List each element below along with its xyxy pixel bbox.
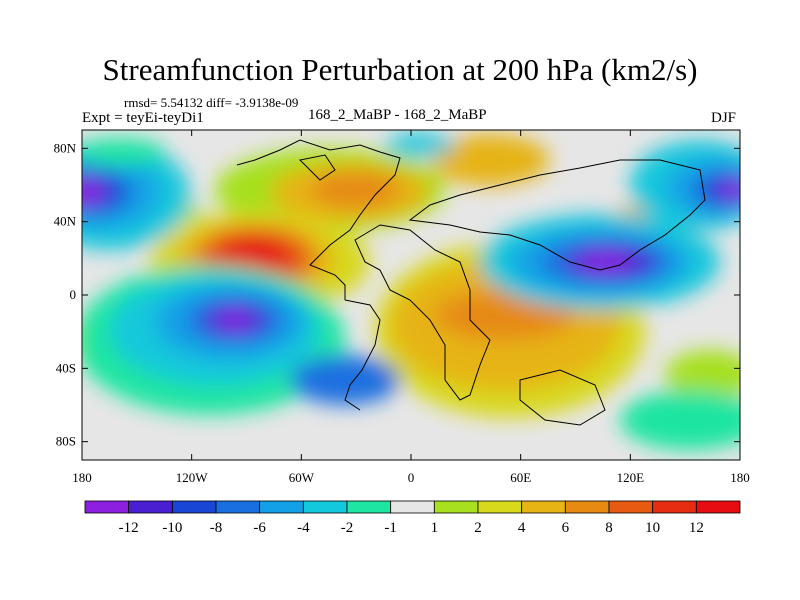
colorbar-label: -4 <box>297 520 310 536</box>
arctic-negative <box>385 133 455 157</box>
x-tick-label: 60E <box>510 470 531 485</box>
y-tick-label: 40N <box>54 214 77 229</box>
colorbar-label: 2 <box>474 520 482 536</box>
colorbar-label: -12 <box>119 520 139 536</box>
colorbar-label: -2 <box>341 520 354 536</box>
colorbar-swatch <box>608 500 654 514</box>
southern-ocean-negative <box>620 390 740 450</box>
south-asia-negative-core <box>577 252 633 272</box>
colorbar-label: 1 <box>431 520 439 536</box>
difference-label: 168_2_MaBP - 168_2_MaBP <box>308 107 487 123</box>
colorbar-swatch <box>695 500 741 514</box>
x-tick-label: 120E <box>617 470 645 485</box>
x-tick-label: 180 <box>72 470 92 485</box>
stats-text: rmsd= 5.54132 diff= -3.9138e-09 <box>124 95 299 110</box>
colorbar-swatch <box>84 500 130 514</box>
colorbar-swatch <box>302 500 348 514</box>
chart-title: Streamfunction Perturbation at 200 hPa (… <box>102 52 698 87</box>
y-tick-label: 80N <box>54 140 77 155</box>
colorbar-swatch <box>390 500 435 514</box>
eurasia-positive <box>430 134 550 186</box>
south-pacific-positive-east <box>665 350 740 400</box>
greenland-coast <box>298 154 336 181</box>
colorbar-label: 8 <box>605 520 613 536</box>
y-tick-label: 0 <box>70 287 77 302</box>
y-tick-label: 40S <box>56 360 76 375</box>
south-atlantic-negative <box>290 355 400 405</box>
x-axis: 180 120W 60W 0 60E 120E 180 <box>72 130 750 485</box>
eurasia-coast <box>408 159 706 271</box>
colorbar-swatch <box>215 500 261 514</box>
colorbar-swatch <box>128 500 173 514</box>
africa-coast <box>354 224 491 401</box>
colorbar-label: 12 <box>689 520 704 536</box>
y-axis: 80N 40N 0 40S 80S <box>54 140 740 449</box>
x-tick-label: 120W <box>176 470 209 485</box>
colorbar-label: -10 <box>162 520 182 536</box>
colorbar-label: 4 <box>518 520 526 536</box>
contour-field <box>82 133 740 450</box>
colorbar-swatch <box>433 500 479 514</box>
south-pacific-negative-core <box>217 311 253 329</box>
colorbar-swatch <box>477 500 523 514</box>
arctic-pacific-negative <box>82 138 165 166</box>
colorbar-label: -1 <box>384 520 397 536</box>
colorbar-label: 6 <box>562 520 570 536</box>
colorbar-swatch <box>346 500 392 514</box>
colorbar-swatch <box>652 500 697 514</box>
colorbar-swatch <box>521 500 566 514</box>
colorbar-label: 10 <box>645 520 660 536</box>
experiment-label: Expt = teyEi-teyDi1 <box>82 110 204 126</box>
coastlines <box>236 139 706 426</box>
colorbar-label: -8 <box>210 520 223 536</box>
north-atlantic-positive-core <box>310 172 400 208</box>
colorbar-label: -6 <box>253 520 266 536</box>
north-america-coast <box>236 139 401 300</box>
map-area <box>82 130 740 460</box>
y-tick-label: 80S <box>56 434 76 449</box>
colorbar-swatch <box>171 500 217 514</box>
x-tick-label: 180 <box>730 470 750 485</box>
south-america-coast <box>344 299 381 411</box>
australia-coast <box>519 369 606 426</box>
colorbar-swatch <box>564 500 610 514</box>
colorbar-swatch <box>259 500 304 514</box>
nw-pacific-negative-core <box>82 179 105 205</box>
colorbar: -12 -10 -8 -6 -4 -2 -1 1 2 4 6 8 10 12 <box>84 500 741 536</box>
x-tick-label: 60W <box>289 470 315 485</box>
ne-pacific-negative-core <box>720 180 740 200</box>
x-tick-label: 0 <box>408 470 415 485</box>
season-label: DJF <box>711 110 737 126</box>
